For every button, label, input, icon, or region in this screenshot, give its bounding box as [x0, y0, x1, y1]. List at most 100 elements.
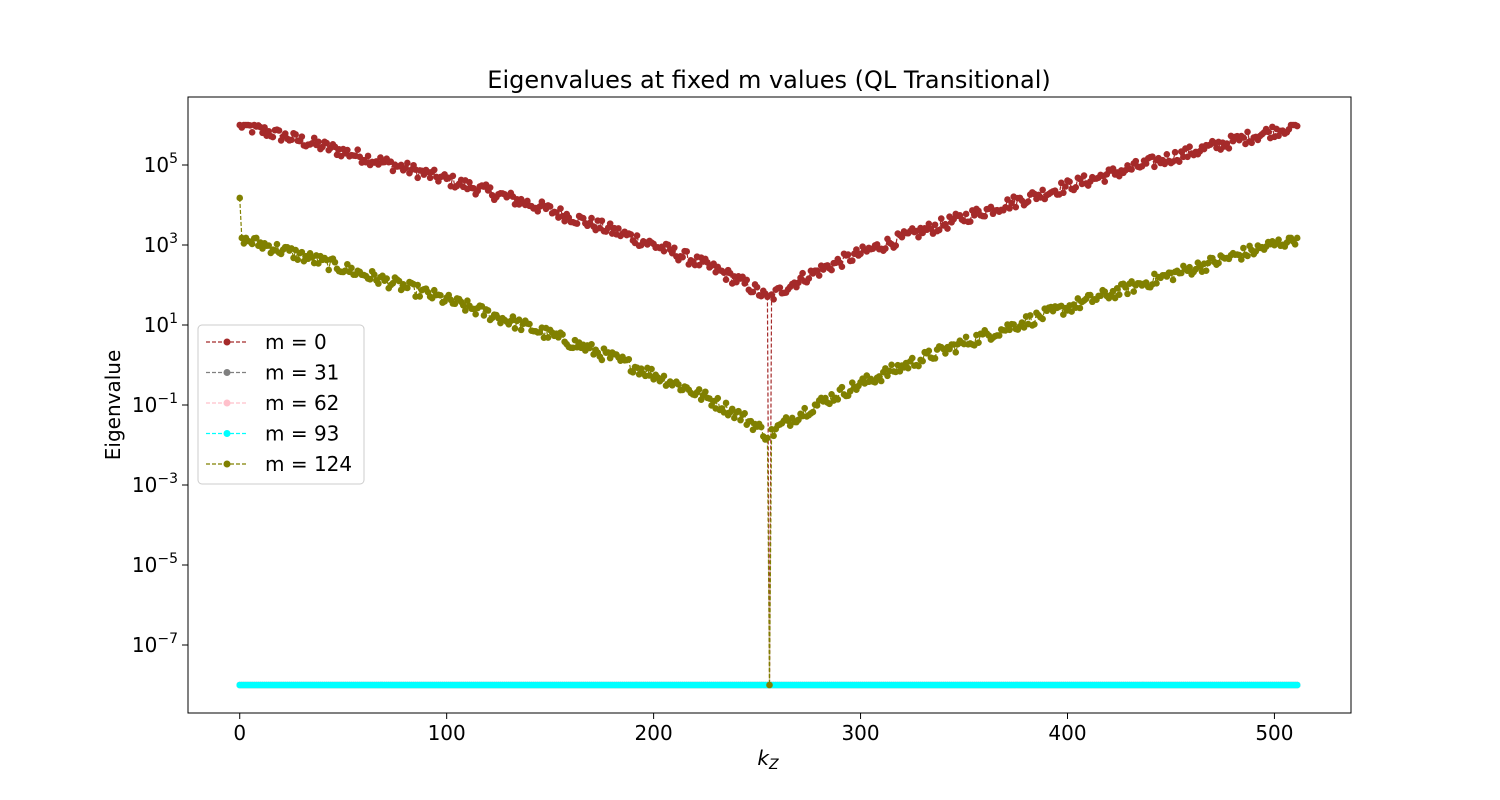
series-point [1163, 150, 1171, 158]
x-tick-label: 500 [1255, 721, 1293, 745]
y-tick-label: 10−1 [132, 391, 178, 417]
series-point [1151, 163, 1158, 171]
series-point [1008, 199, 1015, 207]
series-point [898, 233, 906, 241]
series-point [896, 368, 904, 375]
series-point [236, 194, 244, 202]
series-point [741, 410, 748, 417]
series-point [459, 301, 467, 309]
series-point [1012, 203, 1020, 211]
series-point [743, 276, 751, 284]
series-point [1204, 259, 1212, 267]
x-axis-title-subscript: Z [768, 757, 779, 773]
series-point [1264, 128, 1272, 136]
series-point [331, 258, 339, 266]
series-point [1024, 198, 1032, 205]
legend-item: m = 31 [206, 361, 339, 385]
y-axis: 10−7 10−5 10−3 10−1 101 103 105 [132, 151, 188, 657]
y-tick-label: 10−7 [132, 631, 178, 657]
y-tick-label: 10−3 [132, 471, 178, 497]
series-point [646, 372, 653, 379]
series-point [517, 326, 525, 334]
series-point [292, 131, 299, 138]
series-point [1293, 234, 1301, 242]
series-point [298, 248, 306, 256]
series-point [908, 354, 916, 362]
series-point [828, 266, 835, 274]
series-point [1240, 134, 1247, 141]
series-point [846, 387, 854, 395]
series-point [348, 264, 355, 272]
series-point [757, 423, 765, 431]
series-point [275, 127, 283, 134]
x-tick-label: 200 [635, 721, 673, 745]
series-point [877, 377, 885, 385]
series-point [281, 130, 289, 137]
series-point [683, 248, 691, 255]
series-point [770, 432, 777, 440]
series-point [853, 246, 860, 253]
series-point [1026, 312, 1034, 319]
series-point [962, 210, 970, 218]
series-point [1086, 291, 1094, 299]
series-point [1080, 172, 1088, 179]
series-point [857, 250, 864, 258]
series-point [942, 350, 949, 357]
legend-label: m = 31 [265, 361, 339, 385]
series-point [882, 245, 889, 252]
series-point [579, 214, 587, 222]
x-tick-label: 100 [428, 721, 466, 745]
series-point [480, 312, 488, 319]
series-point [1178, 269, 1185, 277]
series-point [679, 253, 686, 261]
legend-swatch-marker [223, 399, 231, 407]
series-point [598, 217, 606, 225]
series-point [776, 284, 784, 291]
series-point [815, 272, 823, 279]
y-tick-label: 103 [144, 231, 178, 257]
series-point [323, 139, 330, 147]
series-point [834, 396, 842, 403]
series-point [1244, 128, 1251, 136]
series-point [472, 310, 479, 318]
series-point [273, 240, 281, 248]
series-point [526, 320, 533, 328]
series-point [515, 316, 523, 323]
series-point [315, 138, 322, 146]
series-point [414, 281, 422, 289]
series-point [1130, 288, 1138, 295]
series-point [544, 334, 552, 341]
series-point [1215, 259, 1222, 267]
x-axis: 0 100 200 300 400 500 [233, 713, 1294, 745]
series-point [1240, 244, 1247, 252]
series-point [962, 333, 970, 341]
series-point [553, 209, 560, 216]
series-point [805, 275, 813, 282]
series-point [952, 348, 960, 356]
series-point [671, 244, 678, 252]
series-point [904, 364, 912, 372]
series-point [714, 394, 722, 402]
series-point [1186, 143, 1193, 151]
series-point [1006, 326, 1013, 334]
series-point [629, 368, 637, 376]
series-point [801, 404, 808, 412]
series-point [809, 408, 817, 416]
series-point [675, 381, 682, 388]
series-point [1186, 263, 1193, 271]
series-point [370, 271, 378, 278]
series-point [449, 172, 457, 180]
series-point [426, 174, 434, 182]
series-point [937, 215, 945, 222]
series-layer [236, 121, 1301, 689]
series-point [1202, 267, 1210, 274]
series-point [1060, 311, 1067, 318]
series-point [702, 388, 709, 396]
series-point [1291, 241, 1299, 248]
series-point [925, 220, 933, 228]
series-point [1128, 278, 1135, 285]
series-point [1072, 184, 1080, 191]
series-point [1293, 681, 1301, 689]
series-point [919, 357, 926, 365]
series-point [606, 220, 614, 227]
